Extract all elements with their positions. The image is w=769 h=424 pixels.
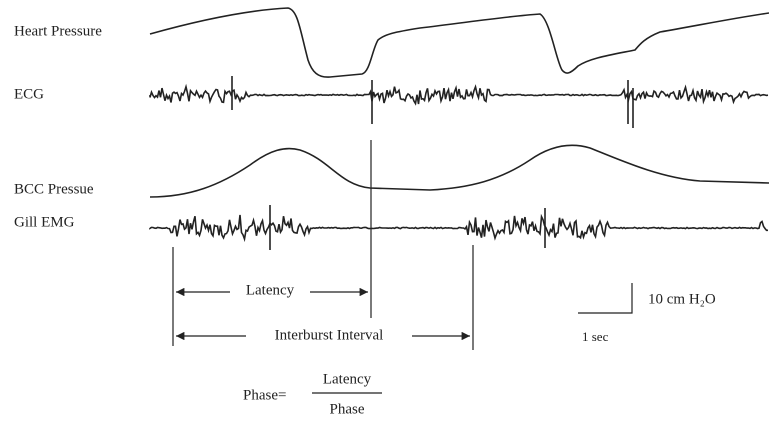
trace-label: Heart Pressure [14,23,102,39]
trace-segment [149,83,769,106]
trace-segment [149,213,768,243]
ecg-trace [149,76,769,128]
trace-label: Gill EMG [14,214,75,230]
formula-numerator: Latency [323,371,372,387]
bcc-pressure-trace [149,144,769,198]
heart-pressure-trace [149,7,769,78]
scale-bar [578,283,633,314]
gill-emg-trace [149,205,768,250]
formula-denominator: Phase [330,401,365,417]
trace-label: BCC Pressue [14,181,94,197]
scale-label: 1 sec [582,329,609,344]
scale-label: 10 cm H₂O [648,291,716,307]
formula-lhs: Phase= [243,387,286,403]
trace-label: ECG [14,86,44,102]
interval-label: Latency [246,282,295,298]
interval-label: Interburst Interval [275,327,384,343]
